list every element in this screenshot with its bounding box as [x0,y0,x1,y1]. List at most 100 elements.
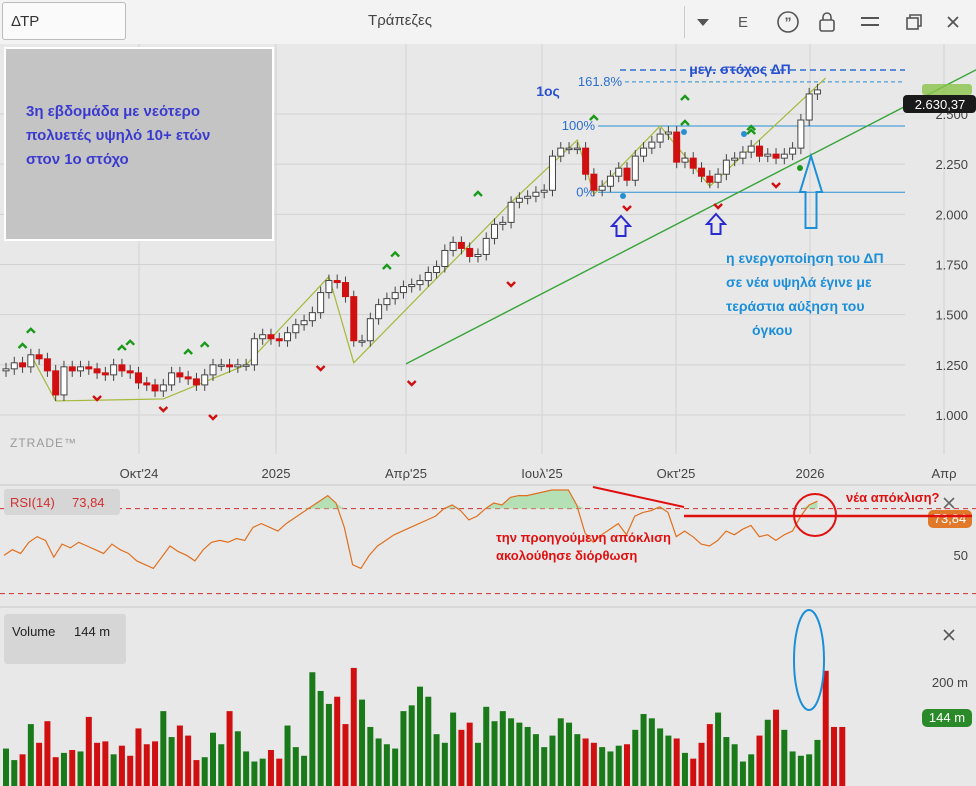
volume-bar [731,744,738,786]
candle-body [399,286,407,294]
up-fractal-marker [199,341,210,348]
candle-body [424,272,432,282]
candle-body [590,173,598,191]
volume-bar [375,738,382,786]
note-text-line: 3η εβδομάδα με νεότερο [26,103,200,120]
close-icon[interactable] [938,6,968,38]
candle-body [582,147,590,175]
price-tick-label: 1.500 [935,308,968,323]
rsi-value-tag-label: 73,84 [934,511,967,526]
fib-level-label: 100% [562,118,596,133]
volume-bar [359,699,366,786]
candle-body [673,131,681,163]
dropdown-icon[interactable] [684,6,721,38]
max-price-tag [922,84,972,95]
lock-icon[interactable] [812,6,842,38]
candle-body [43,358,51,372]
last-price-label: 2.630,37 [915,97,966,112]
volume-bar [508,718,515,786]
volume-bar [301,755,308,786]
volume-bar [267,750,274,786]
volume-bar [566,722,573,786]
candle-body [284,332,292,342]
up-fractal-marker [25,327,36,334]
candle-body [408,284,416,288]
volume-bar [102,741,109,786]
candle-body [267,334,275,340]
volume-bar [160,711,167,786]
volume-bar [425,696,432,786]
volume-bar [773,709,780,786]
volume-bar [615,745,622,786]
sector-title: Τράπεζες [368,12,432,29]
volume-bar [143,744,150,786]
volume-bar [85,716,92,786]
volume-bar [193,760,200,786]
date-tick-label: 2025 [262,466,291,481]
volume-bar [135,728,142,786]
note-box [4,47,274,241]
volume-bar [259,758,266,786]
volume-bar [698,742,705,786]
candle-body [341,282,349,298]
candle-body [615,167,623,177]
volume-bar [665,735,672,786]
trend-line [405,69,976,365]
volume-bar [690,758,697,786]
candle-body [60,366,68,396]
up-fractal-marker [746,124,757,131]
volume-bar [433,734,440,786]
menu-icon[interactable] [854,6,886,38]
volume-bar [350,667,357,786]
volume-bar [797,755,804,786]
candle-body [656,133,664,143]
window-icon[interactable] [898,6,930,38]
candle-body [565,147,573,151]
volume-bar [831,726,837,786]
price-tick-label: 2.000 [935,207,968,222]
candle-body [714,173,722,183]
up-fractal-marker [680,119,690,126]
candle-body [242,364,250,367]
volume-bar [234,731,241,786]
candle-body [201,374,209,386]
candle-body [573,147,581,151]
rsi-legend-name: RSI(14) [10,495,55,510]
watermark: ZTRADE™ [10,436,77,450]
first-target-label: 1ος [536,83,560,99]
rsi-tick-label: 50 [954,548,968,563]
candle-body [548,155,556,191]
candle-body [176,372,184,378]
volume-close-icon [943,629,955,641]
volume-bar [210,732,216,786]
symbol-field[interactable]: ΔΤΡ [2,2,126,40]
rsi-value-tag [928,510,972,528]
volume-spike-ellipse [793,609,825,711]
up-fractal-marker [17,342,28,349]
rsi-note-line: ακολούθησε διόρθωση [496,548,637,563]
volume-bar [756,735,763,786]
candle-body [383,298,391,306]
candle-body [27,354,35,368]
candle-body [813,89,821,95]
rsi-note-line: την προηγούμενη απόκλιση [496,530,671,545]
candle-body [77,366,85,372]
candle-body [10,362,18,370]
volume-bar [590,742,597,786]
up-fractal-marker [473,190,483,197]
quote-icon[interactable]: ” [772,6,804,38]
volume-bar [176,725,183,786]
e-button[interactable]: Ε [737,13,748,31]
low-arrow-icon [609,214,633,237]
candle-body [731,157,739,161]
price-tick-label: 2.250 [935,157,968,172]
volume-bar [640,714,647,786]
fib-level-label: 161.8% [578,74,623,89]
candle-body [747,145,755,153]
candle-body [640,147,648,157]
candle-body [217,364,225,367]
volume-bar [400,711,407,786]
rsi-legend-box [4,489,120,515]
candle-body [698,167,706,177]
